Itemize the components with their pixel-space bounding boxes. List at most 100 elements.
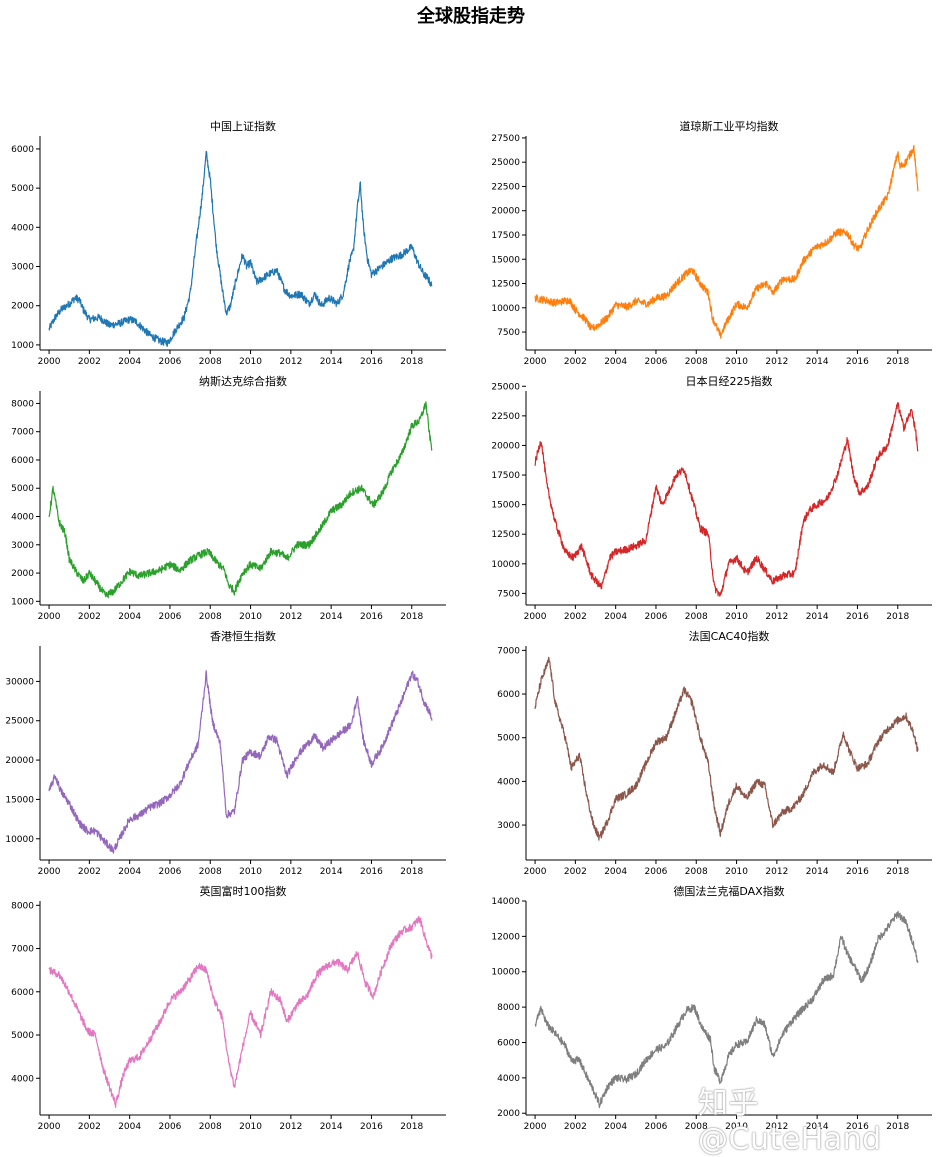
y-tick-label: 6000 [11, 988, 34, 998]
x-tick-label: 2016 [360, 357, 383, 367]
y-tick-label: 12000 [491, 932, 520, 942]
y-tick-label: 6000 [11, 145, 34, 155]
x-tick-label: 2004 [604, 867, 627, 877]
x-tick-label: 2002 [564, 1122, 587, 1132]
series-line [48, 401, 433, 599]
y-tick-label: 7500 [497, 328, 520, 338]
x-tick-label: 2018 [400, 357, 423, 367]
x-tick-label: 2012 [765, 357, 788, 367]
y-tick-label: 8000 [11, 901, 34, 911]
x-tick-label: 2000 [38, 357, 61, 367]
x-tick-label: 2010 [725, 357, 748, 367]
x-tick-label: 2016 [360, 1122, 383, 1132]
panel-title: 法国CAC40指数 [689, 629, 770, 643]
x-tick-label: 2016 [360, 867, 383, 877]
y-tick-label: 17500 [491, 231, 520, 241]
x-tick-label: 2010 [725, 612, 748, 622]
panel-title: 德国法兰克福DAX指数 [673, 884, 784, 898]
x-tick-label: 2012 [279, 1122, 302, 1132]
x-tick-label: 2008 [685, 357, 708, 367]
x-tick-label: 2018 [886, 612, 909, 622]
y-tick-label: 22500 [491, 412, 520, 422]
series-line [48, 670, 433, 854]
panel-title: 纳斯达克综合指数 [199, 374, 287, 388]
x-tick-label: 2004 [118, 357, 141, 367]
x-tick-label: 2010 [239, 1122, 262, 1132]
x-tick-label: 2018 [400, 612, 423, 622]
x-tick-label: 2018 [400, 1122, 423, 1132]
y-tick-label: 15000 [5, 795, 34, 805]
y-tick-label: 7000 [11, 945, 34, 955]
x-tick-label: 2006 [159, 357, 182, 367]
panel-title: 英国富时100指数 [200, 884, 287, 898]
x-tick-label: 2000 [524, 867, 547, 877]
panel-title: 香港恒生指数 [210, 629, 276, 643]
y-tick-label: 1000 [11, 597, 34, 607]
x-tick-label: 2000 [524, 612, 547, 622]
y-tick-label: 15000 [491, 501, 520, 511]
x-tick-label: 2014 [320, 867, 343, 877]
x-tick-label: 2008 [685, 1122, 708, 1132]
y-tick-label: 2000 [497, 1109, 520, 1119]
y-tick-label: 30000 [5, 677, 34, 687]
x-tick-label: 2016 [846, 357, 869, 367]
y-tick-label: 3000 [11, 263, 34, 273]
x-tick-label: 2008 [199, 357, 222, 367]
y-tick-label: 4000 [497, 1074, 520, 1084]
x-tick-label: 2014 [320, 1122, 343, 1132]
panel-title: 道琼斯工业平均指数 [680, 119, 779, 133]
y-tick-label: 20000 [491, 441, 520, 451]
x-tick-label: 2006 [645, 357, 668, 367]
chart-panel-4: 日本日经225指数 2000 2002 2004 2006 2008 2010 2012 201… [491, 374, 932, 622]
panel-title: 日本日经225指数 [686, 374, 773, 388]
y-tick-label: 22500 [491, 182, 520, 192]
y-tick-label: 7500 [497, 589, 520, 599]
y-tick-label: 6000 [11, 456, 34, 466]
y-tick-label: 4000 [11, 513, 34, 523]
x-tick-label: 2014 [320, 612, 343, 622]
x-tick-label: 2004 [118, 1122, 141, 1132]
x-tick-label: 2002 [564, 612, 587, 622]
x-tick-label: 2006 [159, 1122, 182, 1132]
x-tick-label: 2006 [159, 867, 182, 877]
x-tick-label: 2008 [685, 612, 708, 622]
chart-panel-2: 道琼斯工业平均指数 2000 2002 2004 2006 2008 2010 2012 201… [491, 119, 932, 367]
y-tick-label: 5000 [11, 484, 34, 494]
y-tick-label: 20000 [5, 756, 34, 766]
x-tick-label: 2016 [846, 867, 869, 877]
x-tick-label: 2000 [38, 612, 61, 622]
x-tick-label: 2006 [645, 1122, 668, 1132]
x-tick-label: 2014 [806, 867, 829, 877]
x-tick-label: 2006 [645, 867, 668, 877]
chart-panel-1: 中国上证指数 2000 2002 2004 2006 2008 2010 2012 2014 20… [11, 119, 446, 367]
x-tick-label: 2008 [199, 867, 222, 877]
figure-title: 全球股指走势 [417, 6, 525, 27]
y-tick-label: 7000 [11, 428, 34, 438]
y-tick-label: 25000 [5, 717, 34, 727]
x-tick-label: 2010 [725, 1122, 748, 1132]
series-line [48, 150, 433, 347]
x-tick-label: 2010 [239, 612, 262, 622]
x-tick-label: 2004 [118, 612, 141, 622]
series-line [534, 656, 919, 841]
y-tick-label: 10000 [491, 968, 520, 978]
x-tick-label: 2004 [604, 357, 627, 367]
x-tick-label: 2008 [685, 867, 708, 877]
watermark-text: 知乎 @CuteHand [698, 1086, 882, 1157]
x-tick-label: 2018 [886, 867, 909, 877]
chart-panel-8: 德国法兰克福DAX指数 2000 2002 2004 2006 2008 2010 2012 2… [491, 884, 932, 1132]
series-line [534, 910, 919, 1109]
y-tick-label: 4000 [11, 223, 34, 233]
x-tick-label: 2008 [199, 1122, 222, 1132]
x-tick-label: 2004 [118, 867, 141, 877]
x-tick-label: 2010 [725, 867, 748, 877]
series-line [48, 915, 433, 1109]
chart-panel-7: 英国富时100指数 2000 2002 2004 2006 2008 2010 2012 201… [11, 884, 446, 1132]
x-tick-label: 2012 [765, 867, 788, 877]
x-tick-label: 2002 [78, 867, 101, 877]
x-tick-label: 2016 [360, 612, 383, 622]
y-tick-label: 10000 [5, 835, 34, 845]
x-tick-label: 2002 [78, 357, 101, 367]
y-tick-label: 2000 [11, 302, 34, 312]
x-tick-label: 2000 [38, 867, 61, 877]
